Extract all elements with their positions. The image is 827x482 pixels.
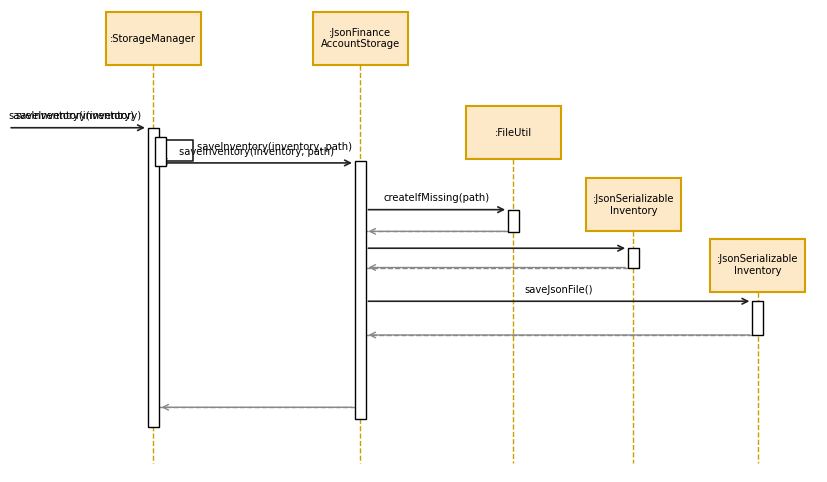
Text: :FileUtil: :FileUtil bbox=[495, 128, 531, 137]
Text: saveInventory(inventory, path): saveInventory(inventory, path) bbox=[198, 142, 352, 152]
Text: :JsonSerializable
Inventory: :JsonSerializable Inventory bbox=[592, 194, 673, 215]
FancyBboxPatch shape bbox=[586, 178, 680, 231]
Bar bbox=[628, 248, 638, 268]
Text: saveInventory(inventory): saveInventory(inventory) bbox=[15, 111, 141, 121]
Bar bbox=[147, 128, 159, 427]
Text: saveJsonFile(): saveJsonFile() bbox=[524, 285, 592, 295]
Bar bbox=[752, 301, 762, 335]
FancyBboxPatch shape bbox=[710, 239, 804, 292]
FancyBboxPatch shape bbox=[106, 12, 200, 65]
Bar bbox=[508, 210, 518, 232]
Text: :JsonFinance
AccountStorage: :JsonFinance AccountStorage bbox=[320, 28, 399, 49]
Bar bbox=[354, 161, 366, 419]
Text: :StorageManager: :StorageManager bbox=[110, 34, 196, 43]
Text: saveInventory(inventory, path): saveInventory(inventory, path) bbox=[179, 147, 334, 157]
FancyBboxPatch shape bbox=[312, 12, 407, 65]
Bar bbox=[155, 137, 165, 166]
Text: :JsonSerializable
Inventory: :JsonSerializable Inventory bbox=[716, 254, 797, 276]
Text: createIfMissing(path): createIfMissing(path) bbox=[383, 193, 490, 203]
FancyBboxPatch shape bbox=[465, 106, 561, 159]
Text: saveInventory(inventory): saveInventory(inventory) bbox=[8, 111, 134, 121]
